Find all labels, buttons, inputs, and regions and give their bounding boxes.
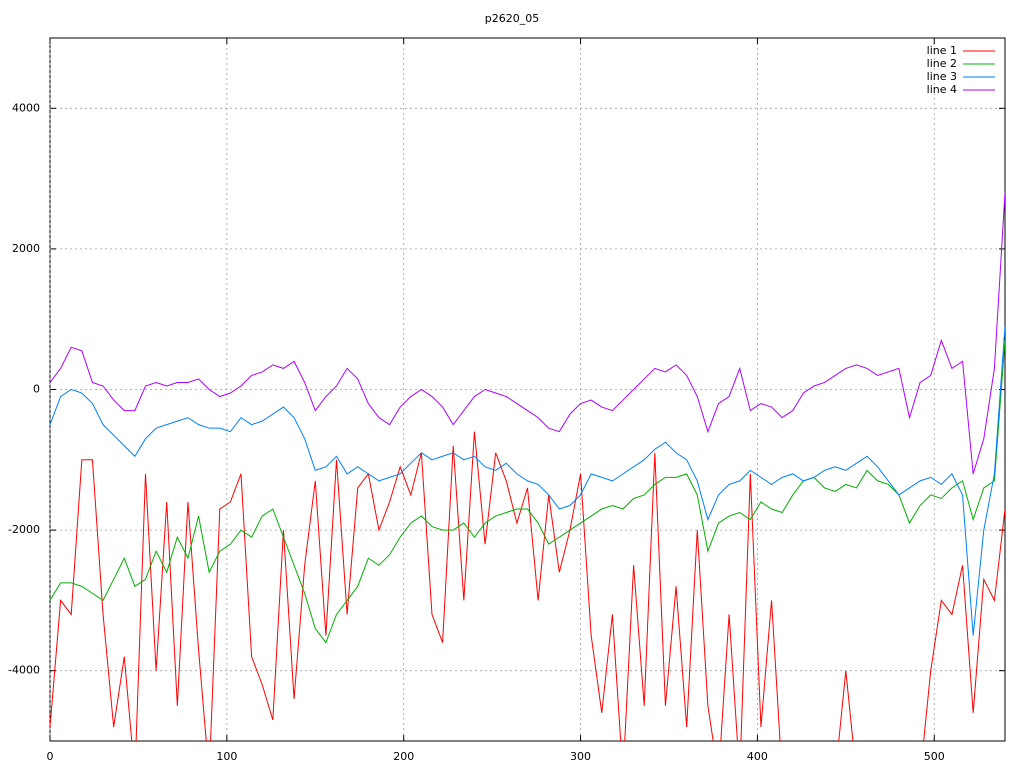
x-tick-label: 500 bbox=[924, 750, 945, 763]
data-line bbox=[50, 192, 1005, 475]
x-tick-label: 0 bbox=[47, 750, 54, 763]
x-tick-label: 100 bbox=[216, 750, 237, 763]
chart-title: p2620_05 bbox=[485, 12, 539, 25]
legend-label: line 2 bbox=[927, 57, 957, 70]
x-tick-label: 400 bbox=[747, 750, 768, 763]
y-tick-label: 2000 bbox=[12, 242, 40, 255]
y-tick-label: -2000 bbox=[8, 523, 40, 536]
plot-area bbox=[50, 192, 1005, 741]
data-line bbox=[50, 326, 1005, 636]
legend-label: line 4 bbox=[927, 83, 957, 96]
y-tick-label: -4000 bbox=[8, 664, 40, 677]
legend-label: line 3 bbox=[927, 70, 957, 83]
legend-label: line 1 bbox=[927, 44, 957, 57]
data-line bbox=[50, 340, 1005, 644]
x-tick-label: 300 bbox=[570, 750, 591, 763]
y-tick-label: 4000 bbox=[12, 101, 40, 114]
data-line bbox=[50, 431, 1005, 741]
x-tick-label: 200 bbox=[393, 750, 414, 763]
y-tick-label: 0 bbox=[33, 383, 40, 396]
